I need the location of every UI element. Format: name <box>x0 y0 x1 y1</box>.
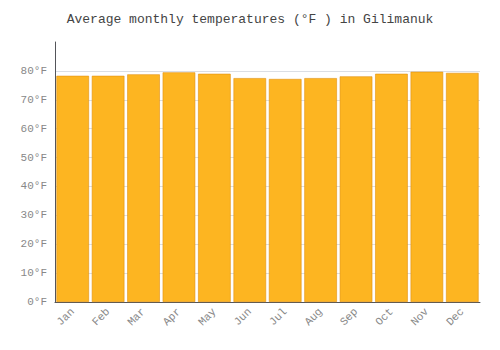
svg-text:20°F: 20°F <box>21 238 47 250</box>
svg-text:80°F: 80°F <box>21 65 47 77</box>
svg-text:Jan: Jan <box>54 306 76 328</box>
svg-text:Jul: Jul <box>267 306 289 328</box>
svg-text:Sep: Sep <box>338 306 360 328</box>
svg-text:50°F: 50°F <box>21 152 47 164</box>
svg-text:Oct: Oct <box>373 306 395 328</box>
svg-text:10°F: 10°F <box>21 267 47 279</box>
svg-text:Aug: Aug <box>302 306 324 328</box>
svg-text:40°F: 40°F <box>21 180 47 192</box>
svg-text:Jun: Jun <box>232 306 254 328</box>
svg-text:Average monthly temperatures (: Average monthly temperatures (°F ) in Gi… <box>67 12 434 27</box>
svg-text:Mar: Mar <box>125 306 147 328</box>
svg-text:May: May <box>196 305 219 328</box>
svg-text:30°F: 30°F <box>21 209 47 221</box>
svg-text:0°F: 0°F <box>27 296 47 308</box>
svg-text:Nov: Nov <box>409 305 432 328</box>
svg-text:Apr: Apr <box>161 306 183 328</box>
svg-text:60°F: 60°F <box>21 123 47 135</box>
svg-text:Dec: Dec <box>444 306 466 328</box>
svg-text:70°F: 70°F <box>21 94 47 106</box>
svg-text:Feb: Feb <box>90 306 112 328</box>
